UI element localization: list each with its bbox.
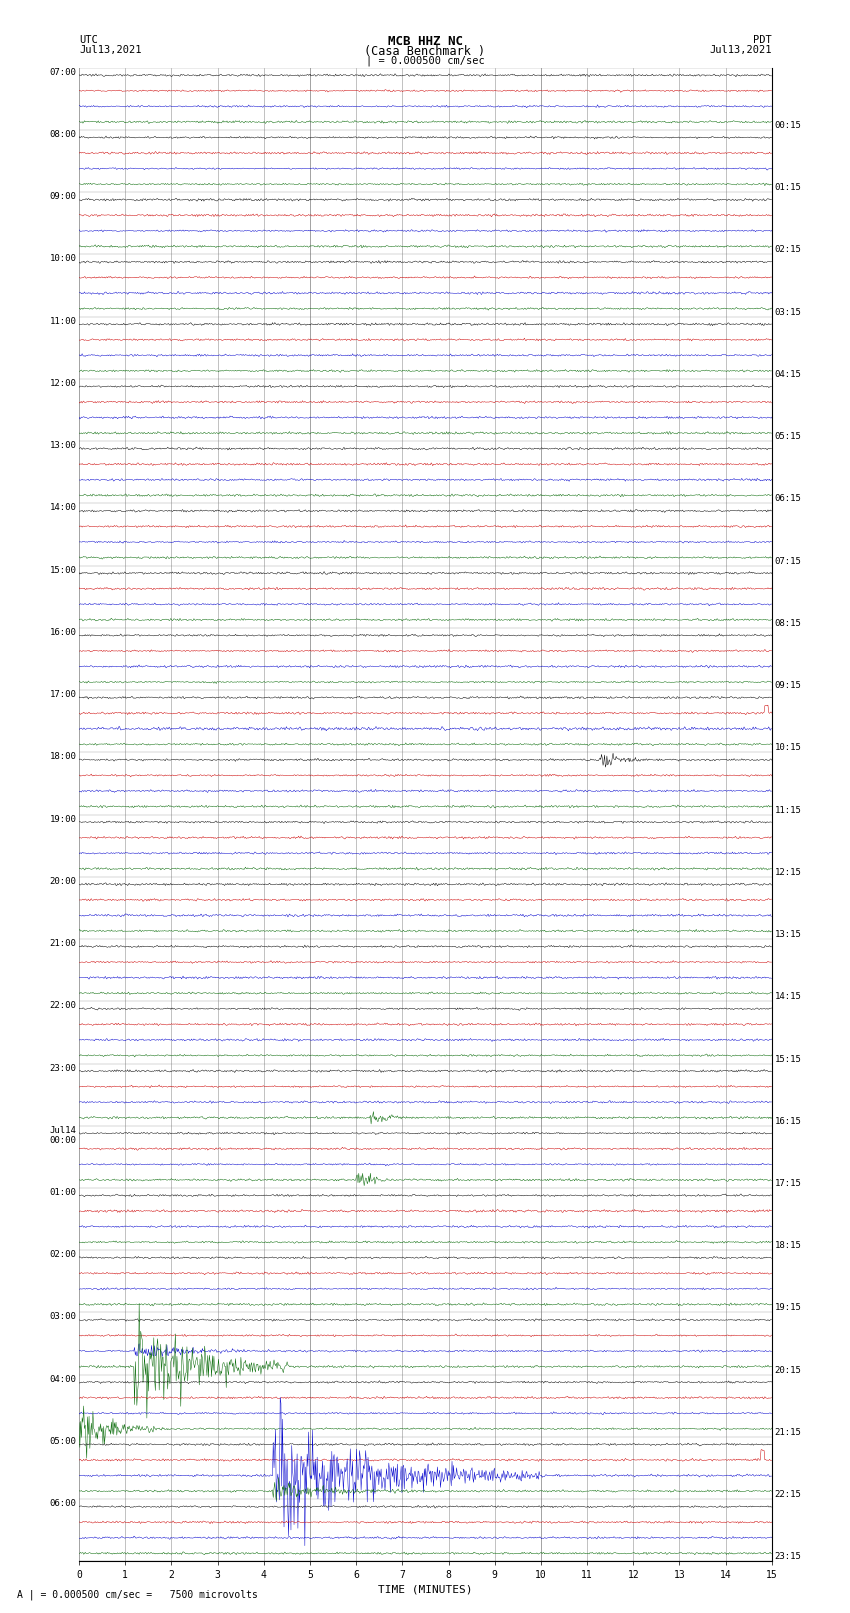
Text: PDT: PDT bbox=[753, 35, 772, 45]
Text: MCB HHZ NC: MCB HHZ NC bbox=[388, 35, 462, 48]
Text: (Casa Benchmark ): (Casa Benchmark ) bbox=[365, 45, 485, 58]
Text: Jul13,2021: Jul13,2021 bbox=[79, 45, 142, 55]
Text: Jul13,2021: Jul13,2021 bbox=[709, 45, 772, 55]
X-axis label: TIME (MINUTES): TIME (MINUTES) bbox=[378, 1584, 473, 1595]
Text: UTC: UTC bbox=[79, 35, 98, 45]
Text: | = 0.000500 cm/sec: | = 0.000500 cm/sec bbox=[366, 56, 484, 66]
Text: A | = 0.000500 cm/sec =   7500 microvolts: A | = 0.000500 cm/sec = 7500 microvolts bbox=[17, 1589, 258, 1600]
